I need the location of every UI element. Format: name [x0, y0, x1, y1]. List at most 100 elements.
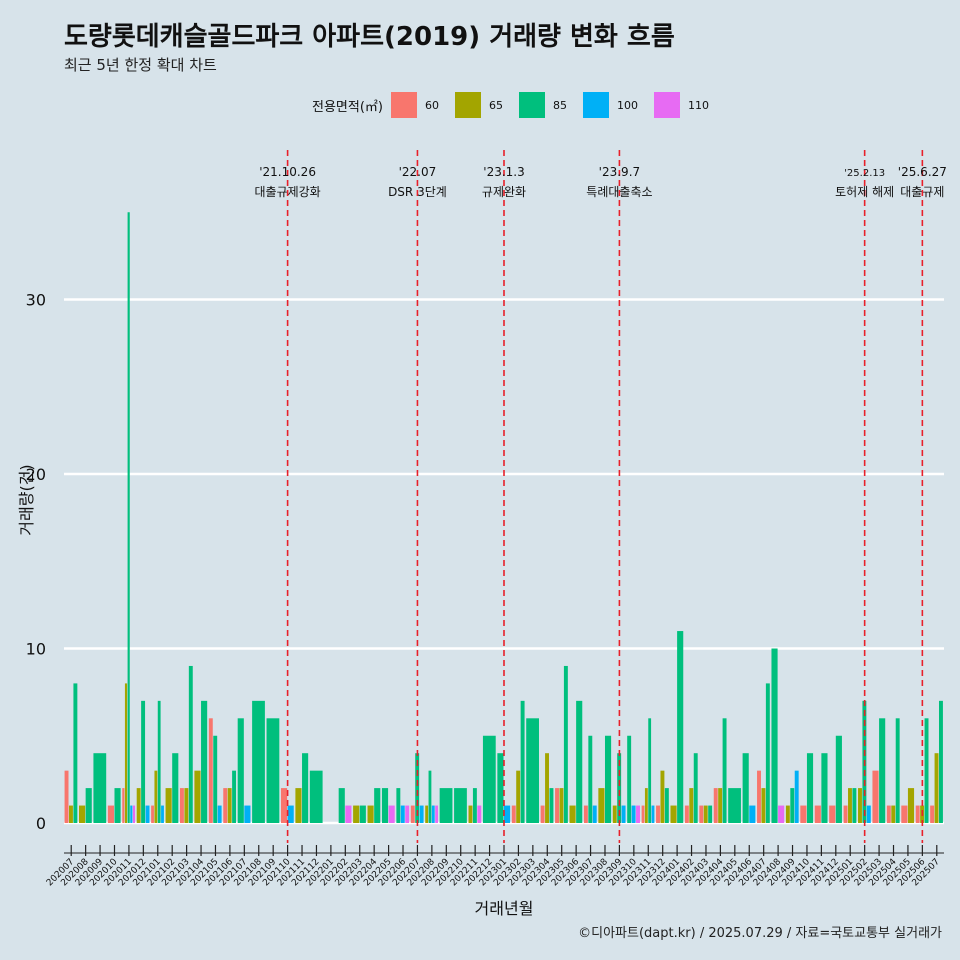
bar-202106-85 [232, 770, 237, 823]
x-axis-title: 거래년월 [475, 899, 534, 918]
bar-202007-85 [73, 683, 78, 823]
y-tick-label-0: 0 [36, 814, 46, 833]
legend-key-60 [390, 92, 417, 118]
bar-202305-85 [563, 665, 568, 823]
bar-202103-85 [188, 665, 193, 823]
event-date-1: '22.07 [399, 165, 437, 179]
bar-202301-100 [504, 805, 511, 823]
bar-202503-60 [872, 770, 879, 823]
y-tick-label-30: 30 [26, 291, 46, 310]
event-date-5: '25.6.27 [898, 165, 947, 179]
event-date-4: '25.2.13 [844, 168, 885, 179]
bar-202403-60 [699, 805, 704, 823]
bar-202101-60 [151, 805, 154, 823]
bar-202409-100 [794, 770, 799, 823]
bar-202412-85 [835, 735, 842, 823]
bar-202106-60 [223, 788, 228, 823]
bar-202204-85 [374, 788, 381, 823]
event-label-4: 토허제 해제 [835, 185, 894, 199]
bar-202011-85 [127, 212, 130, 823]
legend-item-85: 85 [518, 92, 577, 118]
bar-202307-85 [588, 735, 593, 823]
bar-202304-85 [549, 788, 554, 823]
bar-202302-60 [511, 805, 516, 823]
bar-202404-60 [713, 788, 718, 823]
bar-202312-85 [664, 788, 669, 823]
bar-202312-60 [656, 805, 660, 823]
bar-202410-60 [800, 805, 807, 823]
legend-item-110: 110 [653, 92, 719, 118]
legend-label-65: 65 [488, 98, 503, 112]
bar-202406-85 [742, 753, 749, 823]
bar-202211-65 [468, 805, 473, 823]
bar-202010-60 [107, 805, 114, 823]
bar-202107-85 [237, 718, 244, 823]
bar-202406-100 [749, 805, 756, 823]
bar-202007-60 [64, 770, 69, 823]
bar-202303-85 [526, 718, 539, 823]
bar-202309-100 [621, 805, 626, 823]
bar-202109-85 [266, 718, 280, 823]
bar-202402-65 [689, 788, 694, 823]
event-date-3: '23.9.7 [599, 165, 640, 179]
bar-202507-60 [930, 805, 935, 823]
bar-202505-65 [907, 788, 915, 823]
legend-label-100: 100 [616, 98, 638, 112]
bar-202307-60 [583, 805, 588, 823]
bar-202104-85 [201, 700, 208, 823]
bar-202405-85 [728, 788, 741, 823]
bar-202408-110 [778, 805, 785, 823]
bar-202501-85 [852, 788, 857, 823]
bar-202311-65 [644, 788, 648, 823]
event-label-5: 대출규제 [900, 185, 944, 199]
event-date-2: '23.1.3 [483, 165, 524, 179]
bar-202208-100 [431, 805, 435, 823]
bar-202208-110 [435, 805, 439, 823]
bar-202311-60 [641, 805, 645, 823]
bar-202306-65 [569, 805, 576, 823]
bar-202402-60 [684, 805, 689, 823]
bar-202401-85 [677, 631, 684, 823]
legend-item-100: 100 [582, 92, 648, 118]
bar-202403-85 [708, 805, 713, 823]
bar-202011-110 [132, 805, 136, 823]
event-label-0: 대출규제강화 [254, 185, 320, 199]
bar-202009-85 [93, 753, 107, 823]
bar-202504-65 [891, 805, 896, 823]
bar-202311-85 [648, 718, 652, 823]
bar-202211-110 [477, 805, 482, 823]
caption: ©디아파트(dapt.kr) / 2025.07.29 / 자료=국토교통부 실… [578, 926, 942, 941]
bar-202206-85 [396, 788, 401, 823]
bar-202306-85 [576, 700, 583, 823]
bar-202206-100 [400, 805, 405, 823]
bar-202202-110 [345, 805, 352, 823]
y-axis-title: 거래량(건) [17, 464, 36, 535]
bar-202103-60 [179, 788, 184, 823]
bar-202504-85 [895, 718, 900, 823]
bar-202102-85 [172, 753, 179, 823]
bar-202407-65 [761, 788, 766, 823]
bar-202505-60 [901, 805, 908, 823]
bar-202502-65 [858, 788, 862, 823]
bar-202202-85 [338, 788, 345, 823]
bar-202506-60 [915, 805, 920, 823]
bar-202011-65 [124, 683, 128, 823]
bar-202105-100 [217, 805, 222, 823]
bar-202103-65 [184, 788, 189, 823]
bar-202410-85 [806, 753, 814, 823]
event-label-2: 규제완화 [482, 185, 526, 199]
legend-key-85 [518, 92, 545, 118]
bar-202310-85 [627, 735, 632, 823]
bar-202504-60 [886, 805, 891, 823]
legend-item-60: 60 [390, 92, 449, 118]
bar-202208-85 [428, 770, 432, 823]
bar-202402-85 [693, 753, 698, 823]
bar-202106-65 [227, 788, 232, 823]
bar-202404-65 [718, 788, 723, 823]
bar-202404-85 [722, 718, 727, 823]
bar-202010-85 [114, 788, 121, 823]
bar-202111-65 [295, 788, 302, 823]
bar-202110-60 [280, 788, 288, 823]
